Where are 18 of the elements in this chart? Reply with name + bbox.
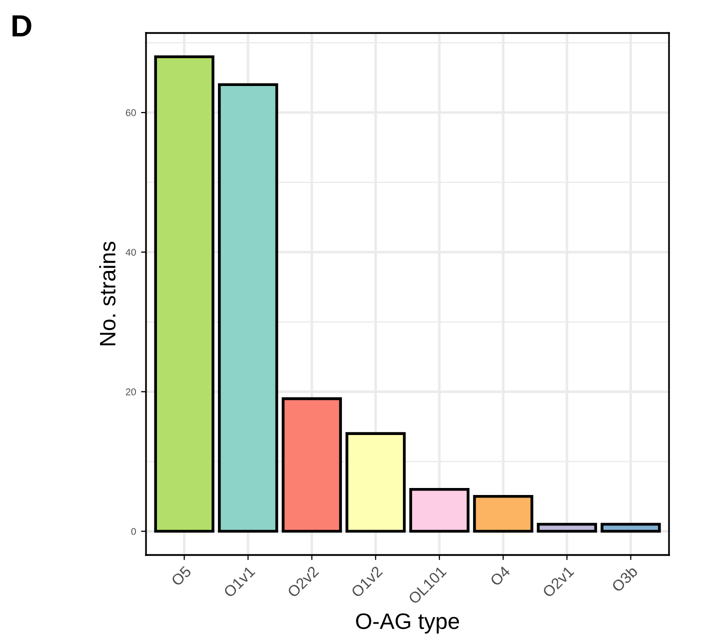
- bar: [282, 397, 342, 533]
- y-axis-title: No. strains: [99, 242, 116, 346]
- y-tick-label: 60: [126, 109, 136, 116]
- bar: [409, 488, 470, 533]
- bar: [346, 432, 406, 533]
- y-tick-label: 40: [126, 248, 136, 256]
- x-tick-label: O4: [490, 565, 511, 587]
- y-tick-label: 20: [126, 388, 136, 396]
- y-tick-label: 0: [131, 528, 136, 535]
- text: D: [12, 15, 32, 36]
- bar: [536, 522, 598, 533]
- bar: [600, 522, 661, 533]
- x-tick-label: O3b: [610, 565, 638, 593]
- bar: [473, 494, 534, 533]
- x-tick-label: O5: [170, 565, 192, 587]
- bar: [154, 55, 214, 533]
- x-axis-title: O-AG type: [356, 613, 459, 634]
- bar: [218, 83, 278, 533]
